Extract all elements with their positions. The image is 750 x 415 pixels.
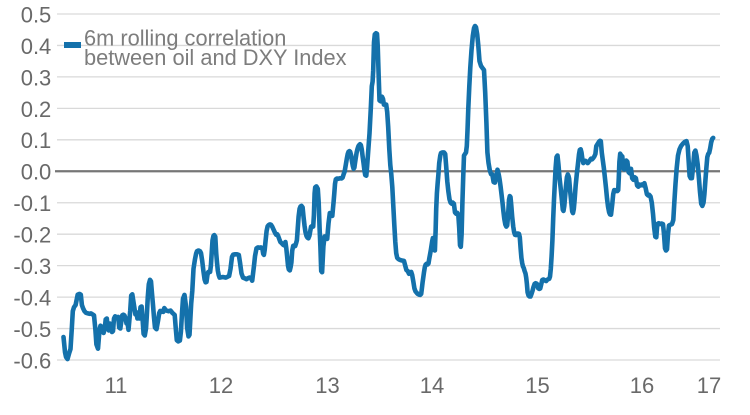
svg-text:-0.2: -0.2: [13, 223, 51, 248]
svg-text:0.3: 0.3: [21, 65, 52, 90]
svg-text:17: 17: [697, 373, 721, 398]
svg-text:-0.3: -0.3: [13, 254, 51, 279]
svg-text:0.5: 0.5: [21, 2, 52, 27]
svg-text:12: 12: [209, 373, 233, 398]
svg-text:-0.6: -0.6: [13, 348, 51, 373]
svg-text:0.0: 0.0: [21, 160, 52, 185]
svg-text:13: 13: [315, 373, 339, 398]
svg-text:14: 14: [420, 373, 444, 398]
svg-text:0.2: 0.2: [21, 97, 52, 122]
svg-text:-0.4: -0.4: [13, 286, 51, 311]
svg-text:0.4: 0.4: [21, 34, 52, 59]
svg-text:16: 16: [630, 373, 654, 398]
svg-text:11: 11: [105, 373, 128, 398]
svg-text:15: 15: [525, 373, 549, 398]
svg-text:between oil and DXY Index: between oil and DXY Index: [84, 45, 347, 70]
svg-text:0.1: 0.1: [21, 128, 52, 153]
svg-text:6m rolling correlation: 6m rolling correlation: [84, 26, 286, 51]
svg-text:-0.1: -0.1: [13, 191, 51, 216]
svg-text:-0.5: -0.5: [13, 317, 51, 342]
